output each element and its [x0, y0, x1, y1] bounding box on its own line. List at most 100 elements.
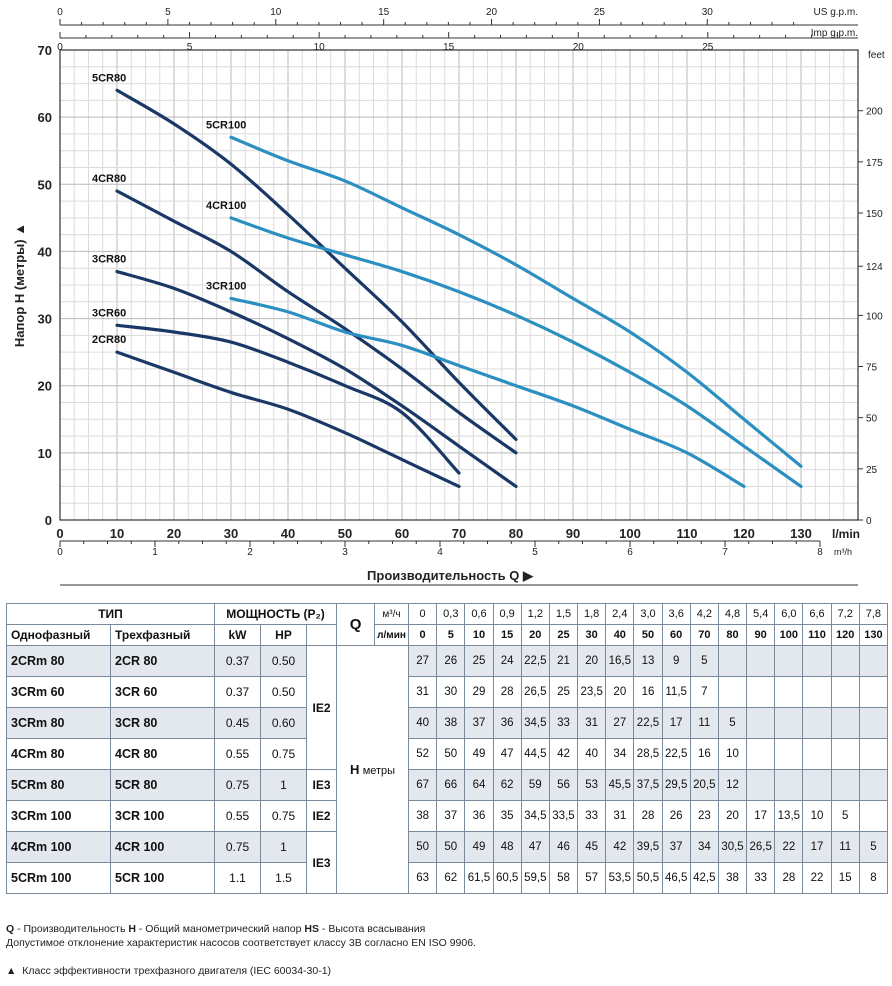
q-lmin-value: 50: [633, 624, 663, 646]
head-value: 31: [605, 800, 635, 832]
head-value: 16,5: [605, 645, 635, 677]
head-value: [858, 645, 889, 677]
head-value: 44,5: [520, 738, 550, 770]
head-value: 53: [577, 769, 607, 801]
feet-tick-label: 200: [866, 107, 883, 118]
y-tick-label: 20: [38, 379, 52, 394]
curve-3cr60: [115, 323, 461, 475]
head-value: 46,5: [661, 862, 691, 894]
x-tick-label: 60: [395, 526, 409, 541]
feet-tick-label: 25: [866, 465, 878, 476]
head-value: 33: [746, 862, 776, 894]
table-row: 5CRm 80 5CR 80 0.75 1 IE3 67 66 64 62 59 56 53 45,5 3…: [6, 769, 889, 801]
x-tick-label: 80: [509, 526, 523, 541]
head-value: 42,5: [689, 862, 719, 894]
m3h-unit-label: m³/h: [834, 547, 852, 557]
head-value: [830, 707, 860, 739]
q-lmin-value: 40: [605, 624, 635, 646]
power-kw: 0.37: [214, 676, 261, 708]
q-m3-value: 2,4: [605, 603, 635, 625]
head-value: 25: [464, 645, 494, 677]
curve-3cr80: [115, 269, 518, 489]
head-value: 50,5: [633, 862, 663, 894]
imp-gpm-tick-label: 10: [314, 42, 326, 53]
m3h-tick-label: 4: [437, 547, 443, 558]
three-phase-model: 3CR 80: [110, 707, 215, 739]
feet-tick-label: 175: [866, 158, 883, 169]
feet-tick-label: 50: [866, 414, 878, 425]
head-value: [746, 707, 776, 739]
power-hp: 0.50: [260, 645, 307, 677]
head-value: 22: [774, 831, 804, 863]
head-value: 11: [689, 707, 719, 739]
note-hs-abbr: HS: [304, 923, 319, 935]
head-value: 13,5: [774, 800, 804, 832]
imp-gpm-tick-label: 15: [443, 42, 455, 53]
y-tick-label: 70: [38, 43, 52, 58]
head-value: 42: [548, 738, 579, 770]
head-value: 20: [717, 800, 748, 832]
head-value: 24: [492, 645, 522, 677]
feet-label: feet: [868, 50, 885, 61]
head-value: 17: [802, 831, 832, 863]
head-value: 20,5: [689, 769, 719, 801]
curve-label: 2CR80: [92, 334, 126, 346]
head-value: 20: [577, 645, 607, 677]
head-value: [774, 645, 804, 677]
head-value: [858, 800, 889, 832]
head-value: 37: [436, 800, 466, 832]
head-value: 49: [464, 831, 494, 863]
x-tick-label: 120: [733, 526, 755, 541]
imp-gpm-tick-label: 25: [702, 42, 714, 53]
curve-label: 3CR60: [92, 307, 126, 319]
head-value: [774, 738, 804, 770]
head-value: [746, 676, 776, 708]
q-m3-value: 5,4: [746, 603, 776, 625]
q-lmin-value: 15: [492, 624, 522, 646]
m3h-tick-label: 1: [152, 547, 158, 558]
y-tick-label: 10: [38, 446, 52, 461]
head-value: 35: [492, 800, 522, 832]
abbreviation-notes: Q - Производительность H - Общий маномет…: [6, 922, 476, 950]
head-value: 29,5: [661, 769, 691, 801]
head-value: 33,5: [548, 800, 579, 832]
head-value: [802, 645, 832, 677]
head-value: 57: [577, 862, 607, 894]
head-value: 28: [774, 862, 804, 894]
m3h-tick-label: 0: [57, 547, 63, 558]
head-value: 34,5: [520, 707, 550, 739]
head-value: 58: [548, 862, 579, 894]
head-value: 8: [858, 862, 889, 894]
head-value: 39,5: [633, 831, 663, 863]
head-value: 46: [548, 831, 579, 863]
header-q-unit-lmin: л/мин: [374, 624, 410, 646]
curve-4cr80: [115, 189, 518, 455]
note-tolerance: Допустимое отклонение характеристик насо…: [6, 937, 476, 949]
note-q-abbr: Q: [6, 923, 15, 935]
head-value: 38: [408, 800, 438, 832]
curve-label: 5CR80: [92, 72, 126, 84]
q-lmin-value: 120: [830, 624, 860, 646]
head-value: 28: [492, 676, 522, 708]
head-value: 38: [436, 707, 466, 739]
curve-3cr100: [229, 296, 746, 489]
three-phase-model: 5CR 80: [110, 769, 215, 801]
curve-label: 3CR80: [92, 254, 126, 266]
triangle-icon: ▲: [6, 965, 17, 977]
head-value: 34,5: [520, 800, 550, 832]
head-value: 21: [548, 645, 579, 677]
head-value: 31: [577, 707, 607, 739]
head-value: [717, 645, 748, 677]
q-lmin-value: 10: [464, 624, 494, 646]
header-kw: kW: [214, 624, 261, 646]
x-tick-label: 0: [56, 526, 63, 541]
three-phase-model: 5CR 100: [110, 862, 215, 894]
power-hp: 1: [260, 769, 307, 801]
head-value: 5: [858, 831, 889, 863]
head-value: [774, 707, 804, 739]
power-kw: 0.45: [214, 707, 261, 739]
head-value: [830, 676, 860, 708]
q-lmin-value: 0: [408, 624, 438, 646]
x-tick-label: 70: [452, 526, 466, 541]
us-gpm-tick-label: 20: [486, 7, 498, 18]
